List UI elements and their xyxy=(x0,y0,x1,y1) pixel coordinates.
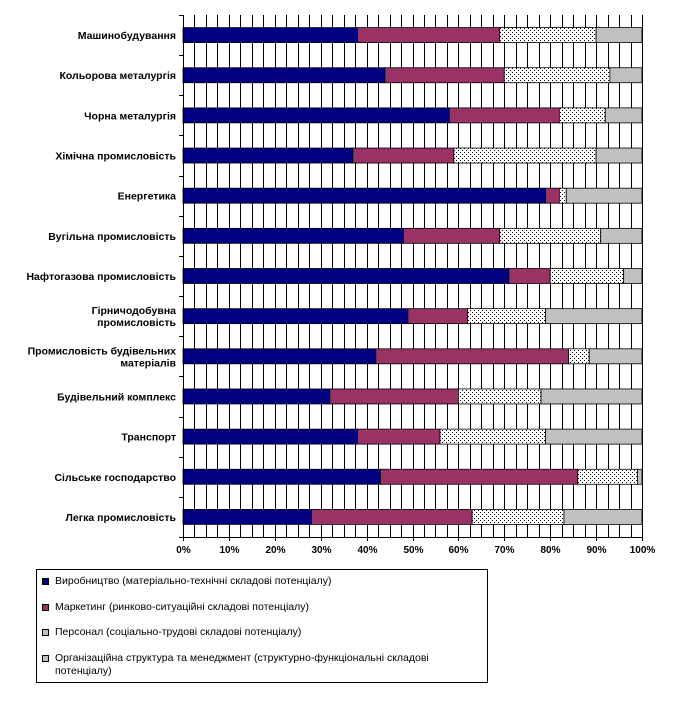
axes xyxy=(179,15,643,541)
bars xyxy=(182,27,643,525)
bar-segment-management xyxy=(545,308,643,325)
bar-segment-production xyxy=(182,308,409,325)
legend-label-management: Організаційна структура та менеджмент (с… xyxy=(55,652,429,677)
x-tick-labels: 0% 10% 20% 30% 40% 50% 60% 70% 80% 90% 100% xyxy=(176,545,655,556)
bar-segment-personnel xyxy=(499,227,602,244)
category-label: Будівельний комплекс xyxy=(57,391,176,403)
x-tick-label: 80% xyxy=(540,545,560,556)
bar-segment-production xyxy=(182,107,450,124)
bar-segment-management xyxy=(623,268,643,284)
bar-segment-personnel xyxy=(467,308,547,325)
x-tick-label: 50% xyxy=(403,545,423,556)
bar-segment-production xyxy=(182,509,312,525)
legend-item-personnel: Персонал (соціально-трудові складові пот… xyxy=(42,626,483,639)
bar-segment-marketing xyxy=(407,308,468,325)
category-label: Енергетика xyxy=(118,191,177,203)
bar-segment-management xyxy=(595,147,643,164)
bar-segment-management xyxy=(540,388,643,405)
bar-segment-personnel xyxy=(439,428,547,445)
bar-segment-production xyxy=(182,268,510,284)
bar-segment-personnel xyxy=(558,107,606,124)
bar-segment-marketing xyxy=(384,67,505,84)
bar-segment-marketing xyxy=(545,187,560,204)
x-tick-label: 0% xyxy=(176,545,191,556)
bar-segment-personnel xyxy=(503,67,611,84)
category-label: матеріалів xyxy=(120,357,176,369)
legend-swatch-production xyxy=(42,578,49,585)
category-label: Легка промисловість xyxy=(66,512,177,524)
bar-segment-management xyxy=(595,27,643,43)
category-labels: Машинобудування Кольорова металургія Чорна… xyxy=(26,30,176,524)
legend-label-production: Виробництво (матеріально-технічні складо… xyxy=(55,575,332,587)
bar-segment-personnel xyxy=(549,268,625,284)
category-label: Промисловість будівельних xyxy=(28,345,177,357)
bar-segment-management xyxy=(588,348,643,365)
bar-segment-marketing xyxy=(357,27,501,43)
bar-segment-personnel xyxy=(453,147,597,164)
bar-segment-marketing xyxy=(329,388,459,405)
legend-item-marketing: Маркетинг (ринково-ситуаційні складові п… xyxy=(42,601,483,614)
x-tick-label: 100% xyxy=(630,545,656,556)
category-label: Транспорт xyxy=(121,432,176,444)
bar-segment-management xyxy=(545,428,643,445)
bar-segment-production xyxy=(182,67,386,84)
bar-segment-marketing xyxy=(311,509,473,525)
x-tick-label: 60% xyxy=(448,545,468,556)
x-tick-label: 30% xyxy=(311,545,331,556)
x-tick-label: 10% xyxy=(219,545,239,556)
category-label: Гірничодобувна xyxy=(92,305,177,317)
bar-segment-personnel xyxy=(577,468,638,485)
bar-segment-marketing xyxy=(352,147,455,164)
bar-segment-management xyxy=(604,107,643,124)
bar-segment-production xyxy=(182,27,358,43)
legend-swatch-marketing xyxy=(42,604,49,611)
bar-segment-management xyxy=(637,468,643,485)
bar-segment-personnel xyxy=(457,388,542,405)
category-label: Сільське господарство xyxy=(54,472,176,484)
bar-segment-marketing xyxy=(448,107,560,124)
category-label: Кольорова металургія xyxy=(59,70,176,82)
legend-item-management: Організаційна структура та менеджмент (с… xyxy=(42,652,483,678)
x-tick-label: 40% xyxy=(357,545,377,556)
bar-segment-management xyxy=(565,187,643,204)
bar-segment-management xyxy=(600,227,643,244)
bar-segment-marketing xyxy=(379,468,579,485)
category-label: Вугільна промисловість xyxy=(48,231,176,243)
bar-segment-production xyxy=(182,428,358,445)
bar-segment-marketing xyxy=(375,348,569,365)
bar-segment-management xyxy=(563,509,643,525)
bar-segment-personnel xyxy=(558,187,567,204)
bar-segment-production xyxy=(182,227,404,244)
bar-segment-production xyxy=(182,468,381,485)
bar-segment-personnel xyxy=(499,27,597,43)
category-label: Машинобудування xyxy=(78,30,176,42)
bar-segment-personnel xyxy=(568,348,590,365)
legend-label-personnel: Персонал (соціально-трудові складові пот… xyxy=(55,626,302,638)
bar-segment-marketing xyxy=(508,268,551,284)
bar-segment-production xyxy=(182,348,377,365)
bar-segment-production xyxy=(182,388,331,405)
legend-swatch-personnel xyxy=(42,629,49,636)
category-label: Хімічна промисловість xyxy=(55,151,176,163)
x-tick-label: 70% xyxy=(494,545,514,556)
bar-segment-production xyxy=(182,147,354,164)
legend: Виробництво (матеріально-технічні складо… xyxy=(36,569,488,683)
legend-item-production: Виробництво (матеріально-технічні складо… xyxy=(42,575,483,588)
bar-segment-marketing xyxy=(357,428,441,445)
bar-segment-personnel xyxy=(471,509,565,525)
legend-swatch-management xyxy=(42,655,49,662)
legend-label-marketing: Маркетинг (ринково-ситуаційні складові п… xyxy=(55,601,309,613)
stacked-bar-chart: Машинобудування Кольорова металургія Чорна… xyxy=(26,15,655,556)
category-label: промисловість xyxy=(97,317,176,329)
category-label: Нафтогазова промисловість xyxy=(26,271,176,283)
x-tick-label: 20% xyxy=(265,545,285,556)
bar-segment-production xyxy=(182,187,547,204)
bar-segment-marketing xyxy=(402,227,501,244)
category-label: Чорна металургія xyxy=(84,110,176,122)
x-tick-label: 90% xyxy=(586,545,606,556)
bar-segment-management xyxy=(609,67,643,84)
